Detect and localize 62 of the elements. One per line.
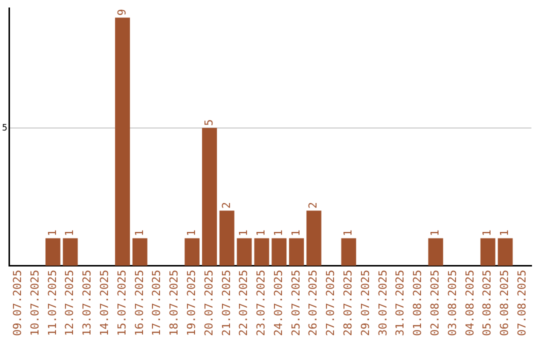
bar <box>498 238 513 266</box>
x-tick-label: 17.07.2025 <box>150 270 164 336</box>
x-tick-label: 25.07.2025 <box>289 270 302 336</box>
x-tick-label: 22.07.2025 <box>237 270 250 336</box>
bar <box>428 238 444 266</box>
bar <box>341 238 356 266</box>
x-tick-label: 13.07.2025 <box>80 270 94 336</box>
x-tick-label: 26.07.2025 <box>306 270 320 336</box>
bar <box>132 238 148 266</box>
data-label: 1 <box>498 230 512 236</box>
bar <box>115 18 130 266</box>
bar <box>289 238 304 266</box>
data-label: 1 <box>46 230 59 236</box>
data-label: 1 <box>342 230 355 236</box>
data-label: 1 <box>132 230 146 236</box>
data-label: 1 <box>428 230 442 236</box>
x-tick-label: 10.07.2025 <box>28 270 42 336</box>
x-tick-label: 12.07.2025 <box>63 270 76 336</box>
x-tick-label: 19.07.2025 <box>184 270 198 336</box>
x-tick-label: 05.08.2025 <box>480 270 494 336</box>
data-label: 1 <box>63 230 76 236</box>
x-tick-label: 15.07.2025 <box>115 270 128 336</box>
data-label: 1 <box>254 230 268 236</box>
data-label: 1 <box>237 230 250 236</box>
data-label: 1 <box>184 230 198 236</box>
x-tick-label: 06.08.2025 <box>498 270 512 336</box>
x-tick-label: 16.07.2025 <box>132 270 146 336</box>
x-tick-label: 29.07.2025 <box>358 270 372 336</box>
x-tick-label: 04.08.2025 <box>463 270 476 336</box>
x-tick-label: 27.07.2025 <box>324 270 338 336</box>
data-label: 5 <box>202 119 216 126</box>
x-tick-label: 20.07.2025 <box>202 270 216 336</box>
x-tick-label: 23.07.2025 <box>254 270 268 336</box>
bar <box>236 238 252 266</box>
bar <box>202 128 217 266</box>
bar <box>184 238 200 266</box>
x-tick-label: 21.07.2025 <box>220 270 233 336</box>
x-tick-label: 28.07.2025 <box>342 270 355 336</box>
x-tick-label: 14.07.2025 <box>98 270 111 336</box>
x-tick-label: 09.07.2025 <box>10 270 24 336</box>
x-tick-label: 02.08.2025 <box>428 270 442 336</box>
bar <box>272 238 287 266</box>
data-label: 2 <box>220 202 233 209</box>
x-tick-label: 03.08.2025 <box>446 270 459 336</box>
bar <box>219 210 234 266</box>
x-tick-label: 07.08.2025 <box>516 270 529 336</box>
x-tick-label: 01.08.2025 <box>411 270 424 336</box>
bar <box>62 238 78 266</box>
bar <box>254 238 270 266</box>
x-tick-label: 31.07.2025 <box>394 270 407 336</box>
x-tick-label: 24.07.2025 <box>272 270 285 336</box>
data-label: 9 <box>115 9 128 16</box>
data-label: 1 <box>289 230 302 236</box>
x-tick-label: 30.07.2025 <box>376 270 390 336</box>
data-label: 2 <box>306 202 320 209</box>
x-tick-label: 11.07.2025 <box>46 270 59 336</box>
x-tick-label: 18.07.2025 <box>168 270 181 336</box>
data-label: 1 <box>272 230 285 236</box>
bar <box>45 238 60 266</box>
data-label: 1 <box>480 230 494 236</box>
bar <box>306 210 322 266</box>
bar <box>480 238 496 266</box>
